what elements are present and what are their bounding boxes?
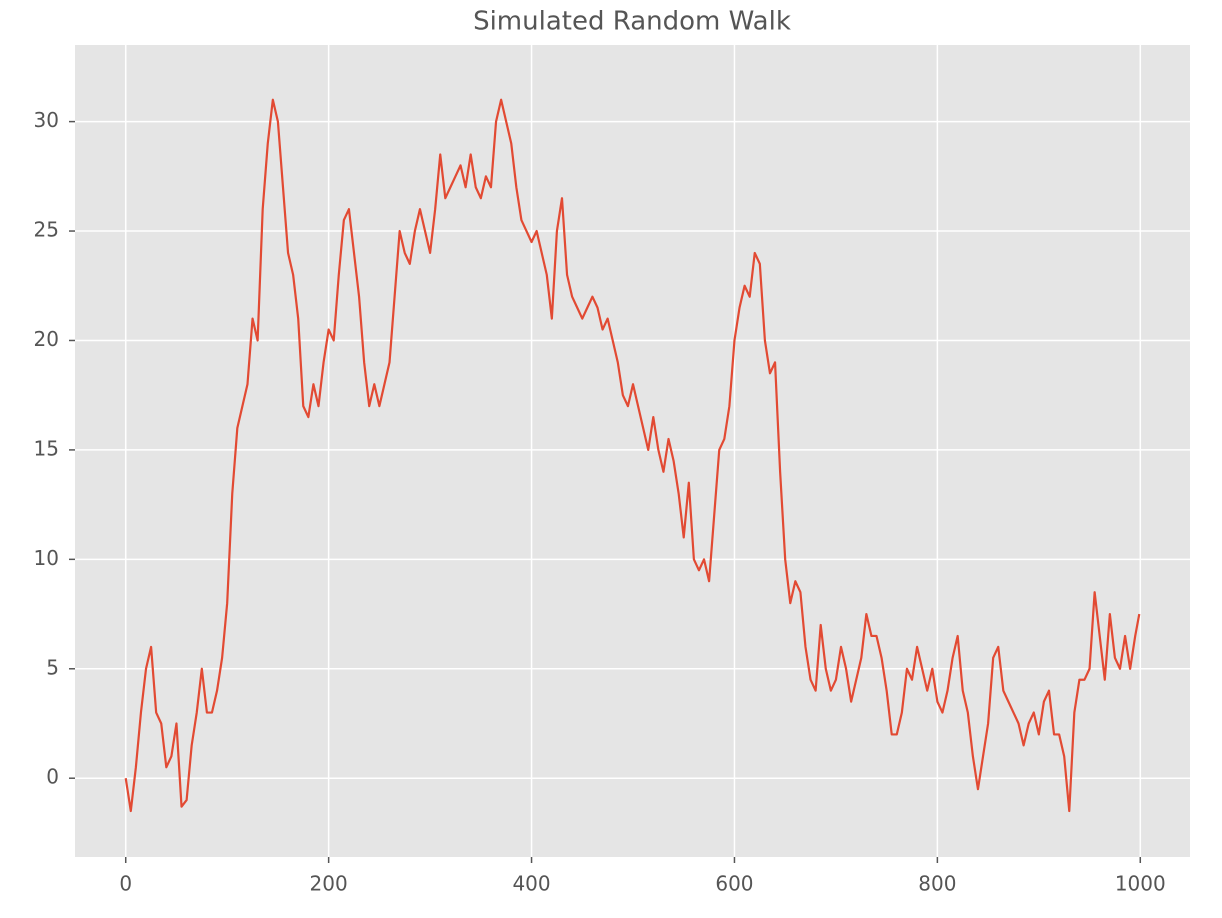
y-tick-label: 25 (34, 218, 59, 242)
x-tick-label: 600 (715, 872, 753, 896)
y-tick-label: 30 (34, 108, 59, 132)
y-tick-label: 0 (46, 765, 59, 789)
y-tick-label: 20 (34, 327, 59, 351)
x-tick-label: 1000 (1115, 872, 1166, 896)
y-tick-label: 5 (46, 655, 59, 679)
line (124, 98, 1141, 813)
y-tick-label: 10 (34, 546, 59, 570)
x-tick-label: 800 (918, 872, 956, 896)
y-tick-label: 15 (34, 436, 59, 460)
x-tick-label: 0 (119, 872, 132, 896)
x-tick-label: 200 (310, 872, 348, 896)
chart-title: Simulated Random Walk (473, 7, 791, 37)
plot-area (75, 45, 1190, 857)
x-tick-label: 400 (512, 872, 550, 896)
